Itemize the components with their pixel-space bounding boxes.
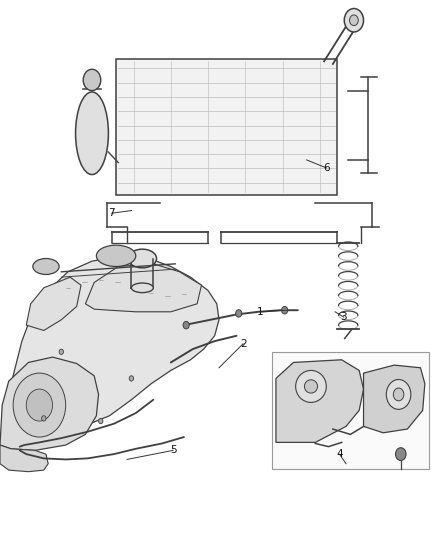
Polygon shape	[0, 357, 99, 450]
Text: 6: 6	[323, 163, 330, 173]
Circle shape	[350, 15, 358, 26]
Text: 7: 7	[108, 208, 115, 218]
Text: 4: 4	[336, 449, 343, 459]
Polygon shape	[0, 445, 48, 472]
Text: 2: 2	[240, 339, 247, 349]
Ellipse shape	[304, 379, 318, 393]
Circle shape	[282, 306, 288, 314]
Polygon shape	[276, 360, 364, 442]
Polygon shape	[7, 256, 219, 429]
Ellipse shape	[33, 259, 59, 274]
Polygon shape	[364, 365, 425, 433]
Polygon shape	[26, 277, 81, 330]
Text: 5: 5	[170, 446, 177, 455]
Circle shape	[83, 69, 101, 91]
Text: 3: 3	[340, 312, 347, 322]
Circle shape	[386, 379, 411, 409]
Polygon shape	[85, 264, 201, 312]
Circle shape	[129, 376, 134, 381]
Circle shape	[344, 9, 364, 32]
Polygon shape	[116, 59, 337, 195]
Circle shape	[183, 321, 189, 329]
Circle shape	[393, 388, 404, 401]
Circle shape	[236, 310, 242, 317]
FancyBboxPatch shape	[272, 352, 429, 469]
Ellipse shape	[131, 283, 153, 293]
Circle shape	[396, 448, 406, 461]
Ellipse shape	[296, 370, 326, 402]
Circle shape	[99, 418, 103, 424]
Ellipse shape	[128, 249, 157, 268]
Text: 1: 1	[257, 307, 264, 317]
Circle shape	[42, 416, 46, 421]
Circle shape	[59, 349, 64, 354]
Circle shape	[13, 373, 66, 437]
Ellipse shape	[96, 245, 136, 266]
Ellipse shape	[76, 92, 109, 174]
Circle shape	[26, 389, 53, 421]
